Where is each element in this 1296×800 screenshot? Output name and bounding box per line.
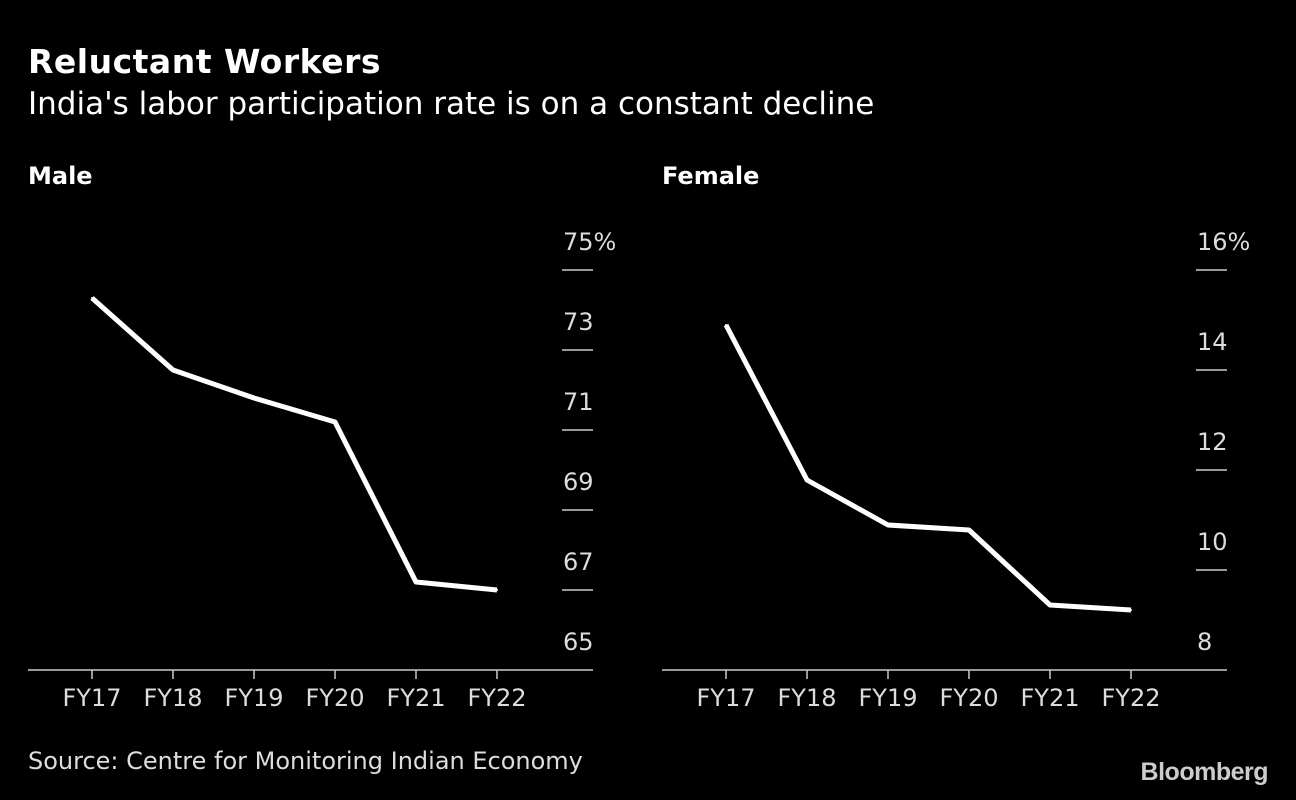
male-panel-title: Male [28, 162, 93, 190]
male-y-tick-label: 75% [563, 228, 616, 256]
male-series-line [90, 296, 498, 593]
male-x-tick-label: FY17 [62, 684, 121, 712]
female-x-tick-label: FY17 [696, 684, 755, 712]
male-x-tick-label: FY19 [224, 684, 283, 712]
female-y-tick-label: 12 [1197, 428, 1228, 456]
male-data-point [91, 297, 93, 299]
female-y-tick-label: 10 [1197, 528, 1228, 556]
female-y-tick-label: 14 [1197, 328, 1228, 356]
female-x-tick-label: FY20 [939, 684, 998, 712]
female-x-tick-label: FY21 [1020, 684, 1079, 712]
male-y-tick-label: 67 [563, 548, 594, 576]
bloomberg-logo: Bloomberg [1140, 758, 1269, 786]
male-x-tick-label: FY21 [386, 684, 445, 712]
male-y-tick-label: 71 [563, 388, 594, 416]
chart-subtitle: India's labor participation rate is on a… [28, 86, 875, 122]
female-y-tick-label: 8 [1197, 628, 1212, 656]
male-data-point [334, 421, 336, 423]
male-y-tick-label: 69 [563, 468, 594, 496]
female-series-line [723, 323, 1132, 613]
female-data-point [887, 524, 889, 526]
male-y-tick-label: 73 [563, 308, 594, 336]
male-x-tick-label: FY18 [143, 684, 202, 712]
male-data-point [172, 369, 174, 371]
male-x-tick-label: FY20 [305, 684, 364, 712]
female-panel-title: Female [662, 162, 759, 190]
female-x-tick-label: FY19 [858, 684, 917, 712]
male-data-point [253, 397, 255, 399]
source-note: Source: Centre for Monitoring Indian Eco… [28, 747, 583, 775]
female-data-point [1130, 609, 1132, 611]
female-y-tick-label: 16% [1197, 228, 1250, 256]
male-data-point [496, 589, 498, 591]
female-x-tick-label: FY18 [777, 684, 836, 712]
male-x-tick-label: FY22 [467, 684, 526, 712]
female-data-point [1049, 604, 1051, 606]
female-data-point [725, 324, 727, 326]
male-data-point [415, 581, 417, 583]
male-y-tick-label: 65 [563, 628, 594, 656]
chart-title: Reluctant Workers [28, 42, 381, 81]
female-data-point [968, 529, 970, 531]
female-x-tick-label: FY22 [1101, 684, 1160, 712]
female-data-point [806, 479, 808, 481]
